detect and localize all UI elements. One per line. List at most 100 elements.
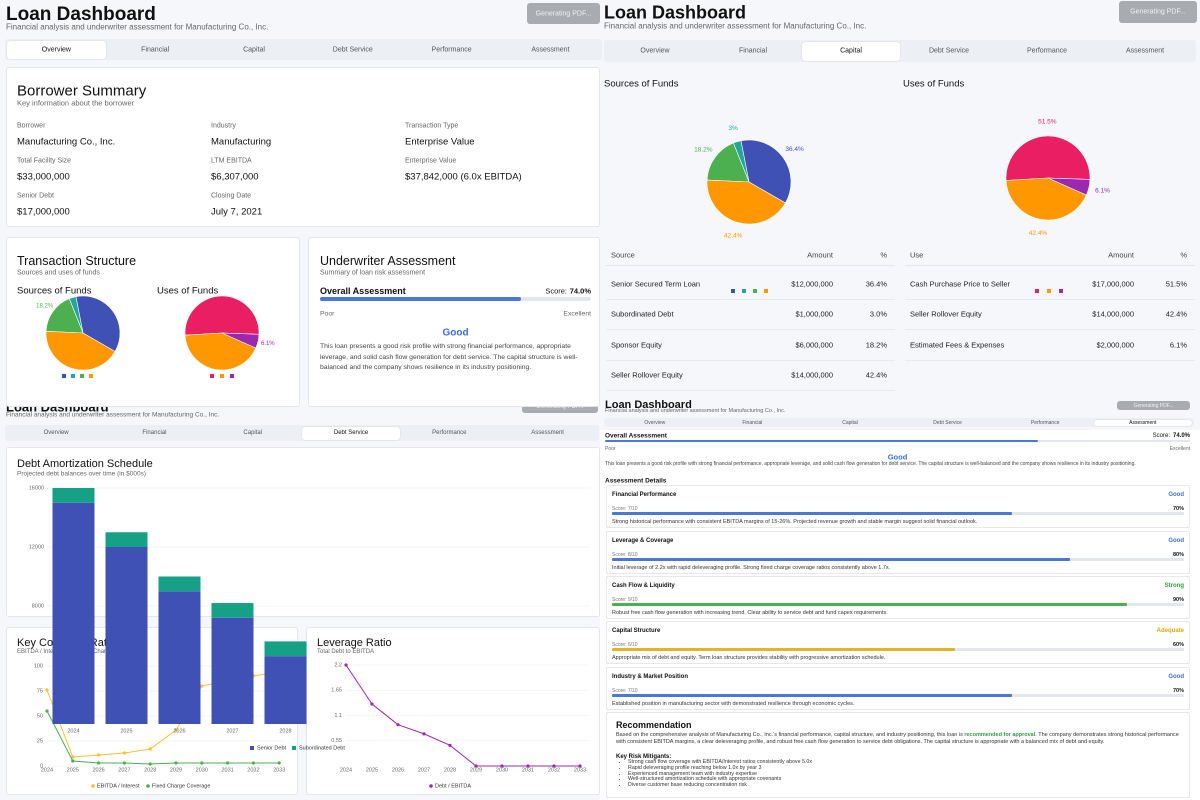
tab[interactable]: Financial: [141, 46, 170, 53]
active-tab: [7, 40, 106, 59]
page-subtitle: Financial analysis and underwriter asses…: [6, 22, 269, 32]
table-cell: $14,000,000: [791, 370, 833, 380]
table-header: %: [880, 250, 887, 260]
pdf-button-label[interactable]: Generating PDF...: [536, 404, 584, 410]
card-title: Borrower Summary: [17, 82, 147, 100]
card-title: Underwriter Assessment: [320, 254, 456, 268]
table-cell: Senior Secured Term Loan: [611, 279, 701, 289]
tab[interactable]: Performance: [431, 46, 472, 53]
assessment-item: [606, 667, 1190, 710]
table-rule: [606, 329, 895, 331]
tab-bar: [604, 418, 1194, 427]
tab[interactable]: Assessment: [1129, 419, 1157, 426]
tab[interactable]: Assessment: [1125, 47, 1165, 55]
item-description: Appropriate mix of debt and equity. Term…: [612, 655, 886, 661]
card-title: Key Coverage Ratios: [17, 637, 121, 649]
item-rating: Good: [1168, 538, 1184, 544]
page-subtitle: Financial analysis and underwriter asses…: [604, 21, 867, 31]
table-header: Use: [910, 250, 924, 260]
mitigant: Strong cash flow coverage with EBITDA/In…: [628, 759, 1180, 766]
tab[interactable]: Financial: [142, 430, 167, 436]
item-bar: [612, 648, 956, 651]
pdf-button-label[interactable]: Generating PDF...: [535, 10, 592, 17]
item-score: Score: 7/10: [612, 506, 638, 512]
table-cell: $6,000,000: [795, 340, 833, 350]
card-title: Leverage Ratio: [317, 637, 392, 649]
card-title: Debt Amortization Schedule: [17, 458, 153, 470]
item-score: Score: 8/10: [612, 552, 638, 558]
tab[interactable]: Financial: [742, 419, 763, 426]
field-label: Transaction Type: [405, 122, 459, 130]
tab[interactable]: Overview: [41, 46, 71, 53]
table-header: Amount: [807, 250, 833, 260]
pdf-button[interactable]: [1119, 1, 1197, 23]
card-subtitle: EBITDA / Interest and Fixed Charge Cover…: [17, 649, 141, 655]
item-description: Strong historical performance with consi…: [612, 519, 978, 525]
tab[interactable]: Performance: [432, 430, 467, 436]
field-value: $37,842,000 (6.0x EBITDA): [405, 171, 522, 183]
tab[interactable]: Capital: [842, 419, 858, 426]
pdf-button[interactable]: [1117, 401, 1190, 410]
field-value: Manufacturing Co., Inc.: [17, 136, 116, 148]
table-rule: [905, 299, 1195, 300]
table-rule: [606, 265, 895, 266]
tab[interactable]: Assessment: [531, 430, 564, 436]
tab[interactable]: Overview: [644, 419, 666, 426]
tab[interactable]: Debt Service: [933, 419, 962, 426]
item-score: Score: 9/10: [612, 597, 638, 603]
tab-bar: [5, 39, 602, 60]
scale-min: Poor: [320, 310, 335, 318]
score-bar: [605, 439, 1038, 442]
item-percent: 60%: [1172, 642, 1184, 648]
mitigants-title: Key Risk Mitigants:: [616, 754, 672, 760]
pie-title: Sources of Funds: [17, 285, 92, 297]
page-title: Loan Dashboard: [604, 2, 747, 23]
tab[interactable]: Debt Service: [332, 46, 373, 53]
tab[interactable]: Overview: [43, 430, 69, 436]
tab[interactable]: Capital: [840, 47, 862, 55]
item-rating: Good: [1168, 492, 1184, 498]
tab[interactable]: Capital: [243, 430, 263, 436]
field-value: July 7, 2021: [211, 206, 263, 218]
tab[interactable]: Debt Service: [928, 47, 970, 55]
item-rating: Strong: [1164, 583, 1184, 589]
tab[interactable]: Assessment: [531, 46, 570, 53]
table-cell: 42.4%: [865, 370, 887, 380]
pdf-button-label[interactable]: Generating PDF...: [1130, 8, 1186, 16]
item-name: Capital Structure: [612, 628, 661, 634]
tab[interactable]: Performance: [1030, 419, 1060, 426]
field-label: LTM EBITDA: [211, 157, 252, 165]
mitigant: Rapid deleveraging profile reaching belo…: [628, 765, 1180, 772]
field-label: Senior Debt: [17, 192, 54, 200]
table-cell: 36.4%: [865, 279, 887, 289]
amortization-card: [6, 447, 600, 617]
tab[interactable]: Overview: [640, 47, 670, 55]
item-description: Initial leverage of 2.2x with rapid dele…: [612, 565, 891, 571]
mitigant: Experienced management team with industr…: [628, 771, 1180, 778]
item-bar: [612, 558, 1070, 561]
active-tab: [1094, 419, 1192, 426]
item-percent: 70%: [1172, 506, 1184, 512]
pdf-button-label[interactable]: Generating PDF...: [1133, 402, 1174, 409]
scale-max: Excellent: [563, 310, 591, 318]
scale-max: Excellent: [1169, 446, 1190, 452]
item-name: Leverage & Coverage: [612, 538, 674, 544]
recommendation-span: . The company demonstrates strong histor…: [616, 732, 1179, 745]
tab[interactable]: Financial: [738, 47, 768, 55]
item-description: Established position in manufacturing se…: [612, 701, 855, 707]
item-bar: [612, 512, 1013, 515]
field-label: Borrower: [17, 122, 46, 130]
recommendation-span: Based on the comprehensive analysis of M…: [616, 732, 965, 738]
tab[interactable]: Debt Service: [333, 430, 369, 436]
tab[interactable]: Performance: [1026, 47, 1068, 55]
underwriter-card: [308, 237, 600, 407]
table-cell: 42.4%: [1165, 309, 1187, 319]
card-subtitle: Key information about the borrower: [17, 98, 135, 108]
scale-min: Poor: [605, 446, 616, 452]
recommendation-title: Recommendation: [616, 720, 692, 730]
page-title: Loan Dashboard: [605, 399, 692, 411]
pie-title: Uses of Funds: [157, 285, 219, 297]
page-subtitle: Financial analysis and underwriter asses…: [605, 408, 786, 414]
tab[interactable]: Capital: [243, 46, 265, 53]
pdf-button[interactable]: [527, 3, 600, 24]
